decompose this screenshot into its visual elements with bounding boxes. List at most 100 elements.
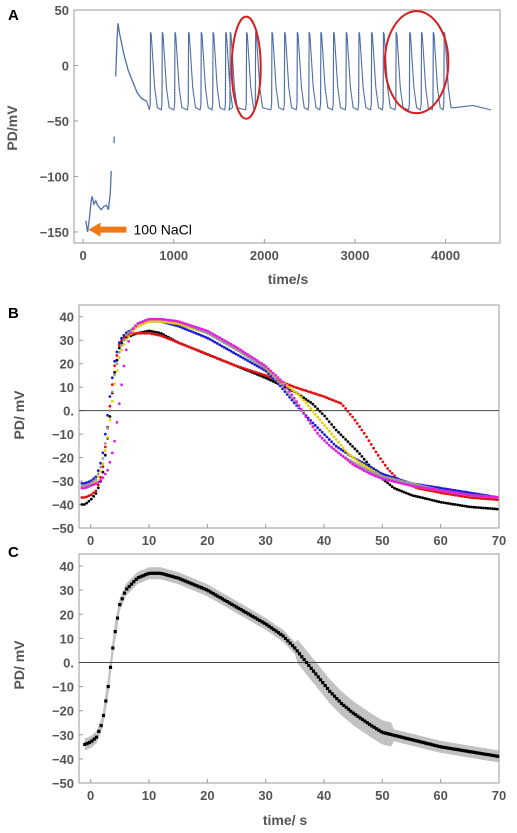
panel-b-point — [82, 484, 86, 488]
panel-b-point — [344, 457, 347, 460]
panel-b-point — [234, 352, 238, 356]
panel-b-point — [402, 482, 406, 486]
panel-b-point — [115, 421, 119, 424]
panel-c-point — [108, 665, 113, 669]
panel-b-point — [108, 460, 112, 464]
panel-c-point — [162, 572, 166, 576]
panel-c-point — [225, 600, 229, 604]
panel-c-point — [440, 745, 444, 749]
panel-b-point — [402, 490, 406, 494]
panel-b-point — [446, 502, 450, 505]
panel-b-point — [320, 394, 324, 398]
panel-c-point — [377, 728, 381, 732]
panel-c-xtick-label: 70 — [492, 788, 506, 803]
panel-b-point — [138, 321, 142, 324]
panel-c-point — [274, 629, 278, 633]
panel-b-point — [318, 393, 322, 397]
panel-b-point — [306, 404, 310, 408]
panel-b-point — [222, 359, 226, 363]
panel-b-point — [173, 322, 177, 325]
panel-b-point — [365, 465, 368, 469]
panel-b-point — [444, 492, 448, 495]
panel-b-point — [143, 321, 147, 325]
panel-a-label: A — [8, 7, 19, 24]
panel-b-point — [80, 496, 84, 499]
panel-b-point — [206, 329, 210, 333]
panel-b-point — [108, 418, 112, 422]
panel-b-point — [145, 331, 149, 335]
panel-b-point — [236, 353, 240, 357]
panel-b-point — [171, 319, 175, 323]
panel-b-point — [348, 453, 352, 457]
panel-b-point — [159, 332, 163, 335]
panel-b-point — [407, 483, 410, 487]
panel-b-label: B — [8, 305, 19, 322]
panel-b-point — [383, 475, 387, 479]
panel-b-point — [355, 463, 359, 466]
panel-b-point — [341, 404, 345, 408]
panel-b-point — [99, 478, 102, 482]
panel-c-point — [279, 632, 283, 636]
panel-b-point — [155, 320, 159, 323]
panel-b-point — [337, 440, 340, 444]
panel-b-xtick-label: 60 — [433, 533, 447, 548]
panel-b-point — [358, 461, 361, 464]
panel-b-point — [355, 459, 359, 463]
panel-c-point — [204, 588, 208, 592]
panel-b-point — [150, 320, 154, 323]
panel-c-xlabel: time/ s — [263, 812, 308, 828]
panel-b-point — [442, 487, 445, 490]
panel-c-point — [451, 747, 456, 751]
panel-b-point — [453, 489, 457, 492]
panel-b-point — [353, 418, 357, 422]
panel-b-point — [460, 494, 464, 498]
panel-b-point — [108, 395, 112, 398]
panel-a-ytick-label: −150 — [40, 225, 69, 240]
panel-b-point — [248, 354, 252, 358]
panel-b-point — [386, 478, 389, 482]
panel-b-point — [127, 340, 130, 343]
panel-b-point — [353, 464, 357, 467]
panel-b-point — [199, 333, 203, 337]
panel-c-point — [132, 580, 136, 584]
panel-b-ylabel: PD/ mV — [11, 390, 27, 440]
panel-c-point — [150, 571, 155, 575]
panel-c-point — [232, 604, 236, 608]
panel-c-point — [216, 594, 220, 598]
panel-b-point — [232, 351, 236, 355]
panel-c-point — [409, 738, 414, 742]
panel-b-point — [439, 491, 443, 495]
panel-b-point — [201, 334, 205, 338]
panel-b-point — [80, 484, 84, 488]
panel-b-point — [372, 467, 375, 471]
panel-b-point — [344, 438, 347, 441]
panel-c-point — [195, 584, 199, 588]
panel-b-point — [243, 351, 247, 355]
panel-b-point — [358, 464, 361, 468]
panel-b-point — [446, 492, 450, 496]
panel-b-point — [474, 494, 478, 498]
panel-b-point — [94, 480, 98, 483]
panel-c: C 0 10 20 30 40 50 60 70 40 30 20 10 0. −10 −20 −30 −40 −… — [8, 544, 506, 828]
panel-b-point — [87, 480, 91, 484]
panel-b-point — [274, 377, 277, 381]
panel-a-xtick-label: 4000 — [431, 248, 460, 263]
panel-b-point — [463, 495, 466, 498]
panel-b-ytick-label: −20 — [52, 451, 74, 466]
panel-b-point — [124, 338, 128, 341]
panel-b-point — [358, 452, 361, 455]
panel-b-point — [255, 359, 259, 362]
panel-a-ytick-label: −50 — [47, 114, 69, 129]
panel-b-point — [381, 477, 385, 481]
panel-b-point — [204, 335, 208, 339]
panel-b-point — [285, 384, 289, 388]
panel-b-point — [290, 398, 294, 402]
panel-c-point — [484, 752, 488, 756]
panel-b-point — [267, 375, 270, 378]
panel-b-point — [479, 494, 483, 498]
panel-b-series — [80, 331, 499, 502]
panel-b-point — [404, 491, 408, 495]
panel-b-point — [332, 399, 336, 402]
panel-b-point — [355, 449, 359, 453]
panel-b-point — [213, 336, 217, 339]
